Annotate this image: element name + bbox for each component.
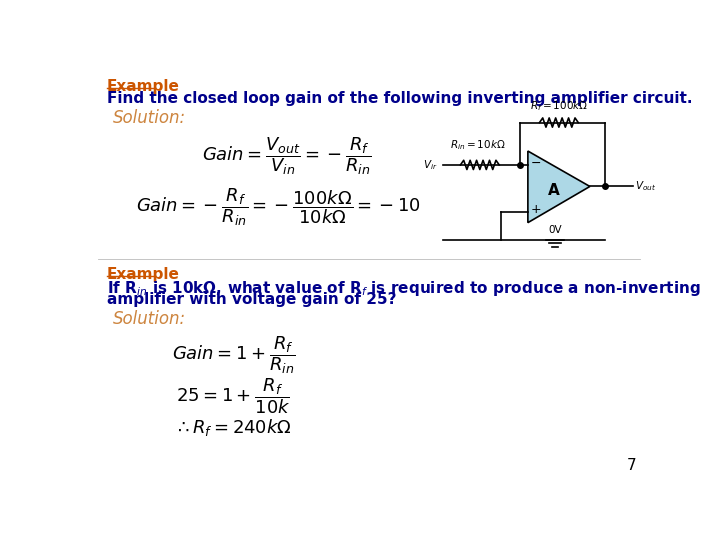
Text: $\mathit{Gain} = \dfrac{V_{out}}{V_{in}} = -\dfrac{R_f}{R_{in}}$: $\mathit{Gain} = \dfrac{V_{out}}{V_{in}}…	[202, 136, 372, 177]
Text: Solution:: Solution:	[113, 110, 186, 127]
Polygon shape	[528, 151, 590, 222]
Text: Find the closed loop gain of the following inverting amplifier circuit.: Find the closed loop gain of the followi…	[107, 91, 693, 106]
Text: $R_{in} = 10k\Omega$: $R_{in} = 10k\Omega$	[450, 138, 505, 152]
Text: A: A	[548, 183, 559, 198]
Text: $\therefore R_f = 240k\Omega$: $\therefore R_f = 240k\Omega$	[174, 417, 292, 438]
Text: If R$_{in}$ is 10kΩ, what value of R$_f$ is required to produce a non-inverting: If R$_{in}$ is 10kΩ, what value of R$_f$…	[107, 279, 701, 298]
Text: $\mathit{Gain} = 1 + \dfrac{R_f}{R_{in}}$: $\mathit{Gain} = 1 + \dfrac{R_f}{R_{in}}…	[171, 334, 295, 376]
Text: $V_{out}$: $V_{out}$	[635, 180, 656, 193]
Text: $+$: $+$	[530, 203, 541, 216]
Text: Example: Example	[107, 267, 180, 281]
Text: amplifier with voltage gain of 25?: amplifier with voltage gain of 25?	[107, 292, 397, 307]
Text: $R_f = 100k\Omega$: $R_f = 100k\Omega$	[530, 99, 588, 112]
Text: Example: Example	[107, 79, 180, 93]
Text: $-$: $-$	[530, 156, 541, 169]
Text: Solution:: Solution:	[113, 309, 186, 328]
Text: $\mathit{Gain} = -\dfrac{R_f}{R_{in}} = -\dfrac{100k\Omega}{10k\Omega} = -10$: $\mathit{Gain} = -\dfrac{R_f}{R_{in}} = …	[137, 186, 421, 228]
Text: 0V: 0V	[548, 225, 562, 235]
Text: $25 = 1 + \dfrac{R_f}{10k}$: $25 = 1 + \dfrac{R_f}{10k}$	[176, 377, 291, 416]
Text: 7: 7	[626, 458, 636, 473]
Text: $V_{ir}$: $V_{ir}$	[423, 158, 437, 172]
